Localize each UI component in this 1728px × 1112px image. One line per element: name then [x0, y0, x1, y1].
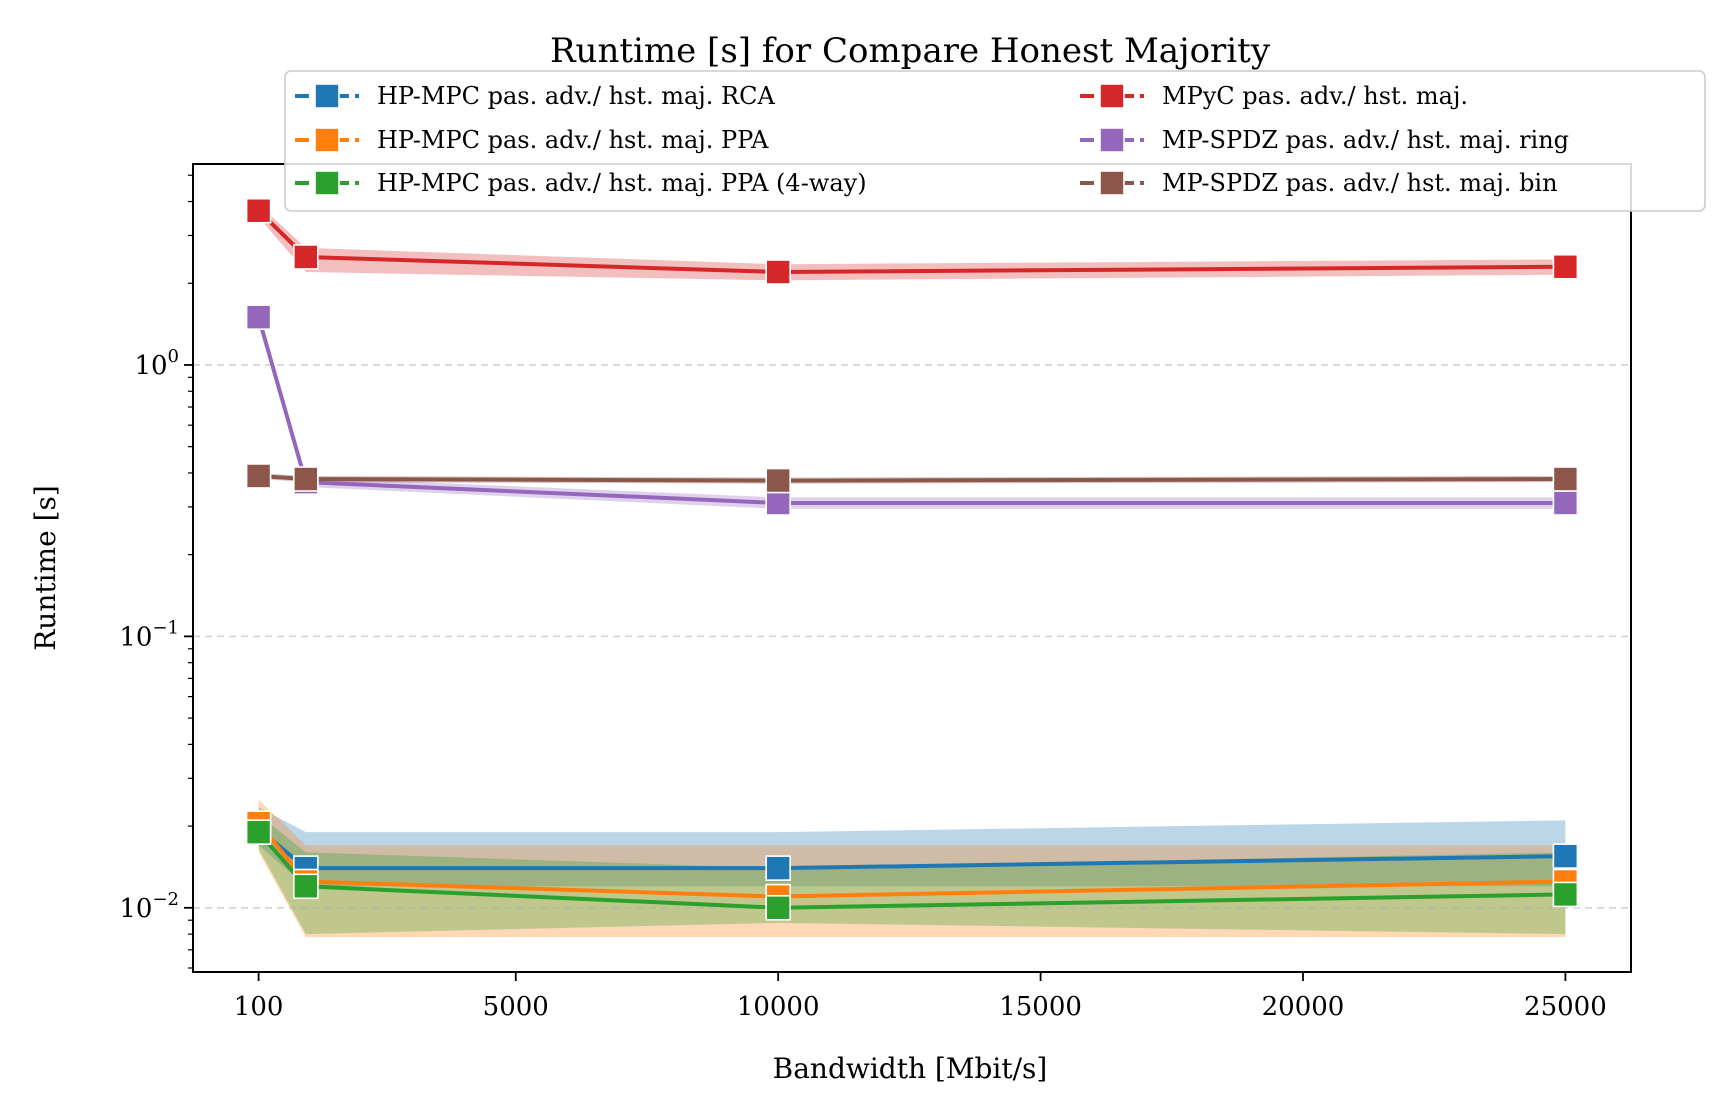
x-tick-label: 5000 — [483, 992, 549, 1022]
legend-marker-mpyc-pas-adv-hst-maj — [1099, 83, 1125, 109]
marker-hp-mpc-pas-adv-hst-maj-ppa-4-way — [293, 873, 319, 900]
legend-marker-hp-mpc-pas-adv-hst-maj-ppa-4-way — [314, 170, 340, 196]
marker-mpyc-pas-adv-hst-maj — [765, 259, 791, 285]
marker-mp-spdz-pas-adv-hst-maj-ring — [245, 304, 272, 330]
band-mp-spdz-pas-adv-hst-maj-ring — [258, 313, 1566, 509]
axis-ticks: 100 5000 10000 15000 20000 25000 10−2 10−1 100 — [119, 174, 1607, 1022]
x-tick-label: 25000 — [1524, 992, 1607, 1022]
legend-marker-mp-spdz-pas-adv-hst-maj-ring — [1099, 127, 1125, 153]
legend-marker-mp-spdz-pas-adv-hst-maj-bin — [1099, 170, 1125, 196]
x-axis-label: Bandwidth [Mbit/s] — [773, 1052, 1048, 1085]
band-mpyc-pas-adv-hst-maj — [258, 204, 1566, 281]
marker-mpyc-pas-adv-hst-maj — [245, 197, 272, 224]
x-tick-label: 10000 — [737, 992, 820, 1022]
marker-hp-mpc-pas-adv-hst-maj-rca — [765, 855, 791, 881]
marker-mp-spdz-pas-adv-hst-maj-bin — [1552, 466, 1579, 492]
x-tick-label: 15000 — [999, 992, 1082, 1022]
marker-hp-mpc-pas-adv-hst-maj-ppa-4-way — [765, 894, 791, 921]
y-axis-label: Runtime [s] — [29, 485, 62, 651]
series-markers — [245, 197, 1579, 921]
y-tick-label: 100 — [134, 346, 179, 381]
marker-mpyc-pas-adv-hst-maj — [1552, 253, 1579, 280]
chart-title: Runtime [s] for Compare Honest Majority — [550, 31, 1271, 71]
y-tick-label: 10−2 — [119, 889, 179, 924]
marker-mpyc-pas-adv-hst-maj — [293, 244, 319, 270]
line-hp-mpc-pas-adv-hst-maj-ppa — [257, 821, 1566, 899]
legend-marker-hp-mpc-pas-adv-hst-maj-ppa — [314, 127, 340, 153]
line-hp-mpc-pas-adv-hst-maj-rca — [257, 827, 1566, 871]
marker-mp-spdz-pas-adv-hst-maj-bin — [765, 467, 791, 494]
band-hp-mpc-pas-adv-hst-maj-ppa-4-way — [258, 814, 1566, 935]
legend-marker-hp-mpc-pas-adv-hst-maj-rca — [314, 83, 340, 109]
marker-hp-mpc-pas-adv-hst-maj-ppa-4-way — [1552, 881, 1579, 908]
legend: HP-MPC pas. adv./ hst. maj. RCA HP-MPC pa… — [284, 70, 1706, 212]
marker-mp-spdz-pas-adv-hst-maj-bin — [293, 466, 319, 492]
x-tick-label: 20000 — [1262, 992, 1345, 1022]
legend-label-mpyc-pas-adv-hst-maj: MPyC pas. adv./ hst. maj. — [1162, 82, 1468, 110]
band-hp-mpc-pas-adv-hst-maj-ppa — [258, 799, 1566, 938]
legend-box — [284, 70, 1706, 212]
marker-mp-spdz-pas-adv-hst-maj-ring — [1552, 490, 1579, 516]
x-tick-label: 100 — [234, 992, 284, 1022]
marker-mp-spdz-pas-adv-hst-maj-ring — [765, 490, 791, 516]
marker-hp-mpc-pas-adv-hst-maj-ppa-4-way — [245, 819, 272, 845]
legend-label-hp-mpc-pas-adv-hst-maj-ppa-4-way: HP-MPC pas. adv./ hst. maj. PPA (4-way) — [377, 169, 867, 197]
y-tick-label: 10−1 — [119, 617, 179, 652]
line-mp-spdz-pas-adv-hst-maj-bin — [258, 473, 1566, 483]
confidence-bands — [258, 204, 1566, 938]
legend-label-mp-spdz-pas-adv-hst-maj-bin: MP-SPDZ pas. adv./ hst. maj. bin — [1162, 169, 1558, 197]
legend-label-mp-spdz-pas-adv-hst-maj-ring: MP-SPDZ pas. adv./ hst. maj. ring — [1162, 126, 1569, 154]
marker-hp-mpc-pas-adv-hst-maj-rca — [1552, 843, 1579, 869]
series-lines — [256, 209, 1566, 910]
line-mp-spdz-pas-adv-hst-maj-ring — [256, 316, 1566, 506]
legend-label-hp-mpc-pas-adv-hst-maj-rca: HP-MPC pas. adv./ hst. maj. RCA — [377, 82, 775, 110]
marker-mp-spdz-pas-adv-hst-maj-bin — [245, 463, 272, 489]
legend-label-hp-mpc-pas-adv-hst-maj-ppa: HP-MPC pas. adv./ hst. maj. PPA — [377, 126, 769, 154]
line-hp-mpc-pas-adv-hst-maj-ppa-4-way — [257, 830, 1566, 910]
line-mpyc-pas-adv-hst-maj — [257, 209, 1566, 275]
